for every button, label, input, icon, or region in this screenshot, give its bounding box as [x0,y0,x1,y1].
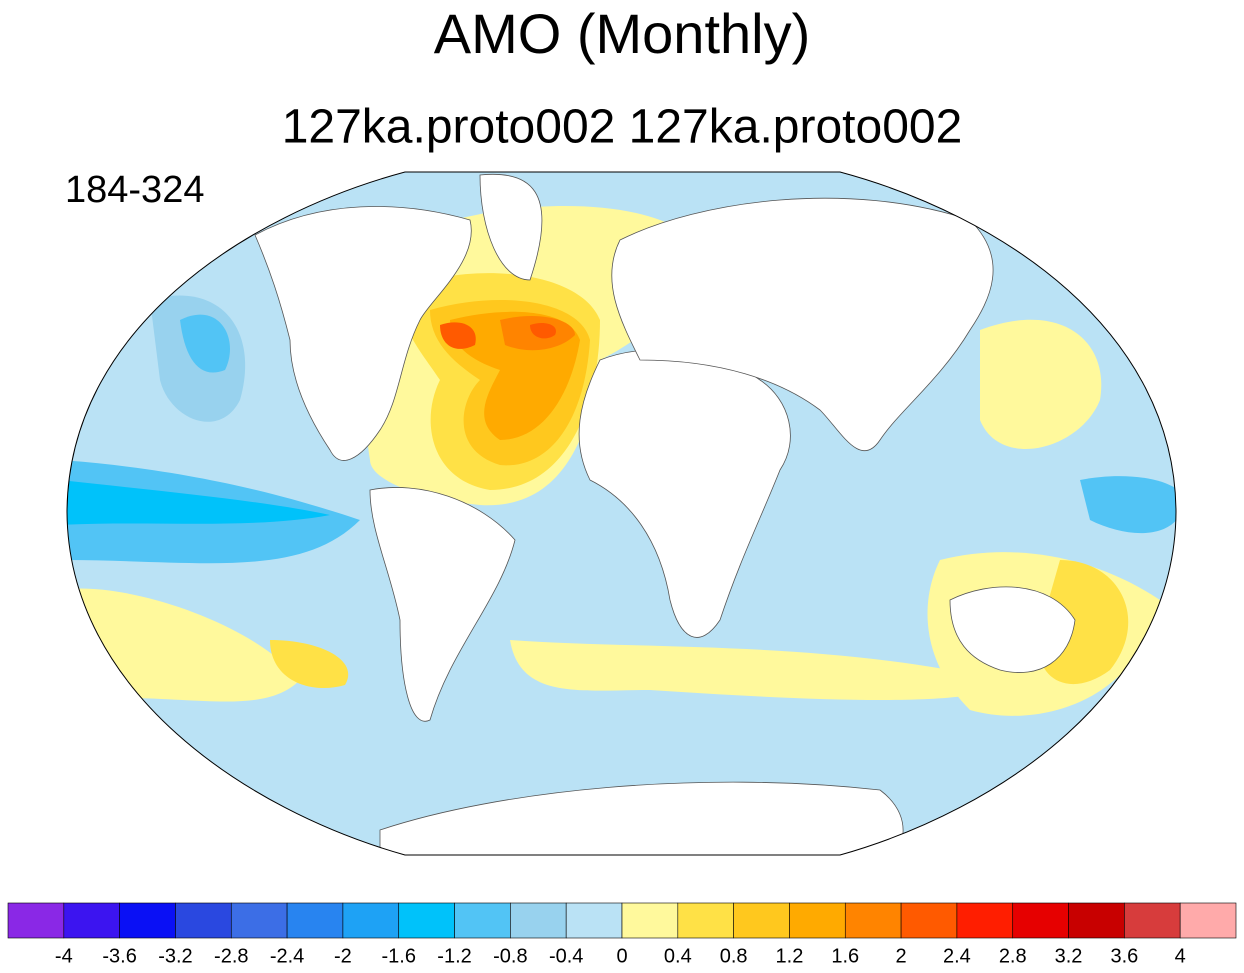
colorbar: -4 -3.6 -3.2 -2.8 -2.4 -2 -1.6 -1.2 -0.8 -0.4 0 0.4… [7,902,1237,967]
colorbar-label: 2.4 [943,945,971,967]
period-label: 184-324 [65,169,204,211]
color-box [230,902,288,939]
anomaly-region [180,314,230,373]
map [67,172,1176,855]
title: AMO (Monthly) [434,2,811,65]
colorbar-label: -0.4 [549,945,583,967]
map-border [66,171,1177,856]
anomaly-region [440,322,476,349]
color-box [1068,902,1125,939]
color-box [956,902,1014,939]
land [479,173,543,281]
color-box [175,902,232,939]
color-box [398,902,455,939]
color-box [1012,902,1069,939]
colorbar-label: 3.6 [1110,945,1138,967]
anomaly-region [67,480,330,525]
colorbar-label: 4 [1175,945,1186,967]
land [611,197,994,452]
color-box [733,902,790,939]
subtitle: 127ka.proto002 127ka.proto002 [282,101,963,154]
color-box [789,902,846,939]
color-box [844,902,902,939]
colorbar-label: -1.2 [437,945,471,967]
colorbar-label: 0.8 [720,945,748,967]
anomaly-region [270,640,349,688]
color-box [286,902,344,939]
colorbar-label: -2 [334,945,352,967]
colorbar-label: -1.6 [381,945,415,967]
anomaly-region [1080,476,1176,534]
anomaly-region [980,319,1102,449]
color-box [454,902,511,939]
colorbar-label: 2 [896,945,907,967]
colorbar-label: -2.4 [270,945,304,967]
color-box [119,902,176,939]
colorbar-label: 1.6 [831,945,859,967]
colorbar-label: 0 [616,945,627,967]
colorbar-label: 0.4 [664,945,692,967]
colorbar-label: -3.2 [158,945,192,967]
colorbar-label: -4 [55,945,73,967]
colorbar-label: -2.8 [214,945,248,967]
color-box [342,902,400,939]
land [369,487,516,722]
anomaly-region [510,640,1000,700]
color-box [677,902,734,939]
color-box [63,902,120,939]
colorbar-label: 3.2 [1055,945,1083,967]
anomaly-region [530,323,556,339]
color-box [1179,902,1237,939]
color-box [1124,902,1181,939]
land [949,586,1076,673]
color-box [565,902,623,939]
colorbar-label: -0.8 [493,945,527,967]
color-box [510,902,567,939]
colorbar-label: 2.8 [999,945,1027,967]
land [254,206,472,461]
color-box [7,902,65,939]
color-box [900,902,958,939]
colorbar-label: 1.2 [776,945,804,967]
colorbar-label: -3.6 [102,945,136,967]
color-box [621,902,679,939]
